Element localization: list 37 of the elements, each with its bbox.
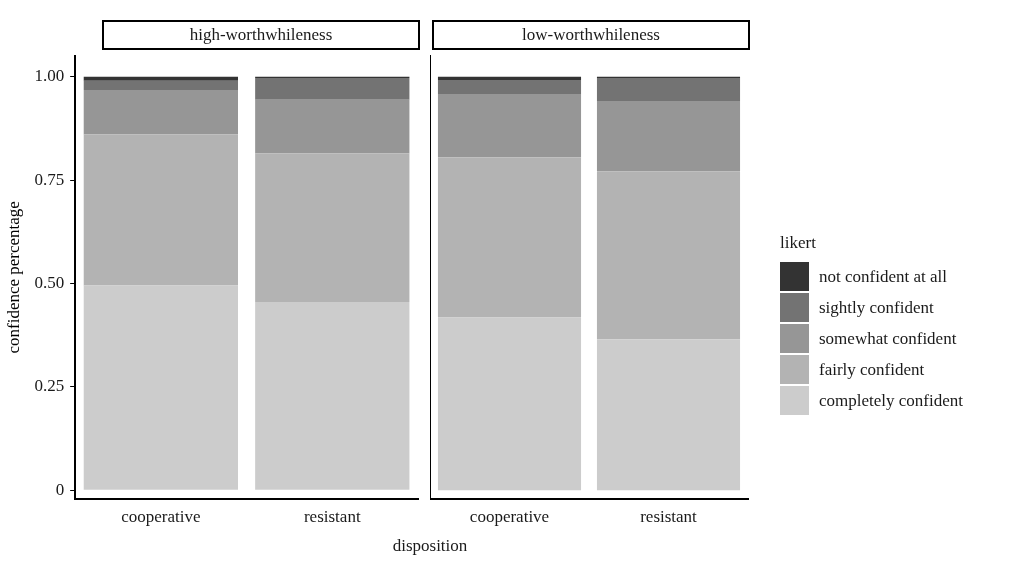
bar	[255, 77, 410, 100]
legend-label: sightly confident	[819, 297, 934, 318]
y-tick-label: 0	[55, 479, 65, 499]
bar	[596, 77, 741, 102]
bar	[255, 99, 410, 154]
bar	[596, 101, 741, 172]
y-axis-title: confidence percentage	[3, 201, 23, 354]
y-tick-label: 1.00	[34, 66, 65, 86]
bar	[437, 317, 582, 491]
legend-label: completely confident	[819, 390, 963, 411]
bar	[437, 94, 582, 158]
bar	[83, 134, 238, 286]
legend-title: likert	[780, 233, 817, 253]
y-tick-label: 0.75	[34, 169, 65, 189]
x-axis-title: disposition	[391, 536, 469, 556]
bar	[255, 153, 410, 303]
chart-title: low-worthwhileness	[432, 20, 750, 50]
legend-label: fairly confident	[819, 359, 925, 380]
legend-label: not confident at all	[819, 266, 947, 287]
x-tick-label: cooperative	[469, 507, 550, 527]
bar	[83, 76, 238, 81]
bar	[596, 339, 741, 491]
y-tick-label: 0.50	[34, 272, 65, 292]
bar	[83, 89, 238, 135]
bar	[83, 80, 238, 90]
chart-title: high-worthwhileness	[102, 20, 420, 50]
bar	[83, 285, 238, 490]
x-tick-label: resistant	[303, 507, 361, 527]
legend-label: somewhat confident	[819, 328, 957, 349]
x-tick-label: resistant	[640, 507, 698, 527]
bar	[437, 76, 582, 80]
y-tick-label: 0.25	[34, 376, 65, 396]
bar	[437, 157, 582, 318]
bar	[437, 79, 582, 95]
bar	[596, 171, 741, 340]
x-tick-label: cooperative	[121, 507, 201, 527]
bar	[255, 302, 410, 490]
